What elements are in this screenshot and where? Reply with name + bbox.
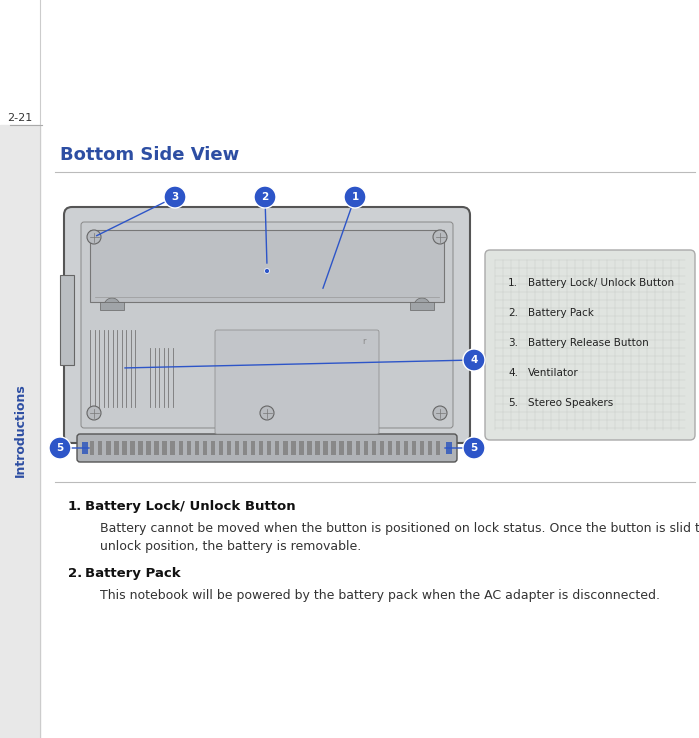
- Wedge shape: [415, 298, 429, 306]
- Bar: [356, 441, 360, 455]
- Bar: [363, 441, 368, 455]
- Bar: [331, 441, 336, 455]
- Bar: [315, 441, 319, 455]
- Text: 5: 5: [470, 443, 477, 453]
- FancyBboxPatch shape: [81, 222, 453, 428]
- Bar: [372, 441, 376, 455]
- Text: This notebook will be powered by the battery pack when the AC adapter is disconn: This notebook will be powered by the bat…: [100, 589, 660, 602]
- Text: 5: 5: [57, 443, 64, 453]
- Bar: [410, 302, 434, 310]
- Text: Battery Pack: Battery Pack: [528, 308, 594, 318]
- Bar: [106, 441, 110, 455]
- Circle shape: [463, 349, 485, 371]
- Bar: [194, 441, 199, 455]
- Bar: [178, 441, 183, 455]
- Bar: [436, 441, 440, 455]
- Text: Battery Lock/ Unlock Button: Battery Lock/ Unlock Button: [85, 500, 296, 513]
- Bar: [259, 441, 264, 455]
- Bar: [347, 441, 352, 455]
- Circle shape: [433, 406, 447, 420]
- Bar: [226, 441, 231, 455]
- Bar: [380, 441, 384, 455]
- Bar: [60, 275, 74, 365]
- Text: unlock position, the battery is removable.: unlock position, the battery is removabl…: [100, 540, 361, 553]
- Text: Battery Lock/ Unlock Button: Battery Lock/ Unlock Button: [528, 278, 674, 288]
- Bar: [171, 441, 175, 455]
- Bar: [396, 441, 400, 455]
- FancyBboxPatch shape: [485, 250, 695, 440]
- Bar: [130, 441, 135, 455]
- Bar: [100, 302, 124, 310]
- Circle shape: [264, 269, 270, 274]
- Text: Introductions: Introductions: [13, 383, 27, 477]
- Bar: [283, 441, 287, 455]
- FancyBboxPatch shape: [77, 434, 457, 462]
- Text: Battery cannot be moved when the button is positioned on lock status. Once the b: Battery cannot be moved when the button …: [100, 522, 699, 535]
- Bar: [138, 441, 143, 455]
- Text: Battery Release Button: Battery Release Button: [528, 338, 649, 348]
- Bar: [243, 441, 247, 455]
- Bar: [0, 125, 40, 738]
- Bar: [114, 441, 119, 455]
- Text: 1.: 1.: [508, 278, 518, 288]
- Circle shape: [254, 186, 276, 208]
- Bar: [122, 441, 127, 455]
- Text: 4.: 4.: [508, 368, 518, 378]
- Circle shape: [260, 406, 274, 420]
- Text: 5.: 5.: [508, 398, 518, 408]
- Bar: [428, 441, 433, 455]
- Bar: [90, 230, 444, 302]
- Bar: [324, 441, 328, 455]
- FancyBboxPatch shape: [215, 330, 379, 434]
- Text: Battery Pack: Battery Pack: [85, 567, 180, 580]
- Text: Ventilator: Ventilator: [528, 368, 579, 378]
- Circle shape: [87, 230, 101, 244]
- Text: Stereo Speakers: Stereo Speakers: [528, 398, 613, 408]
- Circle shape: [433, 230, 447, 244]
- Bar: [420, 441, 424, 455]
- Text: 4: 4: [470, 355, 477, 365]
- Bar: [291, 441, 296, 455]
- Bar: [235, 441, 239, 455]
- FancyBboxPatch shape: [64, 207, 470, 443]
- Bar: [299, 441, 303, 455]
- Wedge shape: [104, 298, 120, 306]
- Text: Bottom Side View: Bottom Side View: [60, 146, 239, 164]
- Text: 1.: 1.: [68, 500, 82, 513]
- Text: 3: 3: [171, 192, 179, 202]
- Bar: [251, 441, 255, 455]
- Bar: [187, 441, 191, 455]
- Text: 2: 2: [261, 192, 268, 202]
- Bar: [219, 441, 223, 455]
- Circle shape: [87, 406, 101, 420]
- Bar: [404, 441, 408, 455]
- Bar: [98, 441, 103, 455]
- Bar: [275, 441, 280, 455]
- Circle shape: [164, 186, 186, 208]
- Bar: [446, 442, 452, 454]
- Bar: [154, 441, 159, 455]
- Bar: [90, 441, 94, 455]
- Bar: [146, 441, 151, 455]
- Bar: [267, 441, 271, 455]
- Bar: [210, 441, 215, 455]
- Bar: [162, 441, 167, 455]
- Circle shape: [49, 437, 71, 459]
- Bar: [412, 441, 416, 455]
- Bar: [203, 441, 207, 455]
- Text: 3.: 3.: [508, 338, 518, 348]
- Circle shape: [463, 437, 485, 459]
- Text: r: r: [362, 337, 366, 346]
- Text: 2.: 2.: [508, 308, 518, 318]
- Bar: [308, 441, 312, 455]
- Bar: [388, 441, 392, 455]
- Circle shape: [344, 186, 366, 208]
- Text: 1: 1: [352, 192, 359, 202]
- Bar: [82, 442, 88, 454]
- Bar: [340, 441, 344, 455]
- Text: 2-21: 2-21: [8, 113, 33, 123]
- Text: 2.: 2.: [68, 567, 82, 580]
